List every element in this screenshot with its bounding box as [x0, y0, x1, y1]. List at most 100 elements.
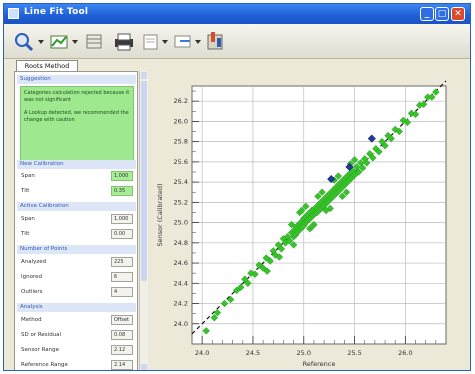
data-point [334, 172, 343, 180]
y-tick-label: 25.4 [174, 178, 188, 186]
app-window: Line Fit Tool _ □ ✕ [3, 3, 471, 371]
data-point [275, 253, 284, 261]
sensor-range-label: Sensor Range [21, 347, 60, 353]
y-tick-label: 24.0 [174, 320, 188, 328]
method-label: Method [21, 317, 42, 323]
y-tick-label: 25.2 [174, 198, 188, 206]
new-span-label: Span [21, 173, 35, 179]
toolbar [4, 24, 470, 59]
settings-icon[interactable] [204, 30, 228, 52]
data-point [318, 188, 326, 196]
data-point [403, 118, 412, 127]
data-point [381, 141, 389, 150]
plot-area [191, 85, 447, 345]
x-tick-label: 24.5 [246, 349, 260, 357]
y-tick-label: 26.0 [174, 117, 188, 125]
x-tick-label: 25.5 [347, 349, 361, 357]
data-point [375, 148, 383, 156]
scroll-down-arrow[interactable] [141, 364, 147, 370]
data-point [285, 237, 294, 245]
active-tilt-label: Tilt [21, 231, 30, 237]
outliers-label: Outliers [21, 289, 43, 295]
sensor-range-value: 2.12 [111, 345, 133, 355]
data-point [266, 257, 274, 265]
data-point [399, 116, 408, 125]
zoom-icon[interactable] [12, 30, 36, 52]
data-point [338, 192, 347, 201]
data-point [213, 308, 222, 317]
data-point [350, 156, 359, 164]
active-tilt-value: 0.00 [111, 229, 133, 239]
data-point [302, 202, 310, 211]
data-point [210, 313, 219, 322]
y-tick-label: 26.2 [174, 97, 188, 105]
reference-range-label: Reference Range [21, 362, 68, 368]
suggestion-message: Categories calculation rejected because … [20, 86, 134, 166]
data-point [419, 100, 428, 108]
x-axis-label: Reference [303, 360, 336, 368]
export-icon[interactable] [172, 30, 194, 52]
active-span-value: 1.000 [111, 214, 133, 224]
tab-roots-method[interactable]: Roots Method [16, 60, 78, 71]
new-tilt-value: 0.35 [111, 186, 133, 196]
dropdown-arrow-icon[interactable] [37, 30, 45, 52]
dropdown-arrow-icon[interactable] [194, 30, 202, 52]
x-tick-label: 25.0 [297, 349, 311, 357]
data-point [244, 279, 252, 288]
app-icon [8, 8, 19, 19]
y-axis-label: Sensor (Calibrated) [156, 183, 164, 246]
data-point [220, 299, 229, 308]
x-tick-label: 26.0 [398, 349, 412, 357]
sd-residual-label: SD or Residual [21, 332, 62, 338]
chart-icon[interactable] [48, 30, 70, 52]
y-tick-label: 24.6 [174, 259, 188, 267]
dropdown-arrow-icon[interactable] [71, 30, 79, 52]
y-tick-label: 24.8 [174, 239, 188, 247]
minimize-button[interactable]: _ [420, 7, 434, 21]
dropdown-arrow-icon[interactable] [161, 30, 169, 52]
title-bar: Line Fit Tool _ □ ✕ [4, 4, 470, 24]
data-point [354, 168, 363, 176]
section-active-calibration: Active Calibration [17, 202, 136, 211]
new-tilt-label: Tilt [21, 188, 30, 194]
data-point [297, 206, 306, 215]
data-point [271, 251, 280, 259]
ignored-value: 6 [111, 272, 133, 282]
method-value: Offset [111, 315, 133, 325]
x-tick-label: 24.0 [195, 349, 209, 357]
scroll-up-arrow[interactable] [141, 72, 147, 79]
outlier-point [327, 174, 336, 184]
y-tick-label: 24.2 [174, 300, 188, 308]
panel-scrollbar[interactable] [139, 71, 148, 370]
outliers-value: 4 [111, 287, 133, 297]
settings-panel: Suggestion Categories calculation reject… [14, 71, 138, 370]
scroll-thumb[interactable] [141, 81, 147, 281]
reference-range-value: 2.14 [111, 360, 133, 370]
print-icon[interactable] [112, 30, 136, 52]
data-point [391, 125, 399, 134]
data-point [326, 204, 334, 213]
table-icon[interactable] [84, 30, 104, 52]
scatter-chart: 24.0 24.5 25.0 25.5 26.0 24.0 24.2 24.4 24.6 24.8… [156, 80, 447, 368]
data-point [287, 220, 296, 229]
sd-residual-value: 0.08 [111, 330, 133, 340]
data-point [432, 88, 440, 96]
section-number-of-points: Number of Points [17, 245, 136, 254]
y-tick-label: 25.6 [174, 158, 188, 166]
data-point [411, 110, 420, 119]
tab-strip: Roots Method [4, 59, 470, 71]
maximize-button[interactable]: □ [435, 7, 449, 21]
active-span-label: Span [21, 216, 35, 222]
scatter-plot: 24.0 24.5 25.0 25.5 26.0 24.0 24.2 24.4 24.6 24.8… [148, 74, 468, 370]
analyzed-label: Analyzed [21, 259, 47, 265]
data-point [428, 93, 436, 101]
outlier-point [367, 134, 376, 143]
data-point [263, 267, 271, 275]
data-point [358, 164, 367, 172]
page-icon[interactable] [140, 30, 160, 52]
data-point [395, 127, 404, 136]
window-title: Line Fit Tool [24, 7, 89, 17]
close-button[interactable]: ✕ [451, 7, 465, 21]
ignored-label: Ignored [21, 274, 42, 280]
data-point [342, 188, 351, 196]
